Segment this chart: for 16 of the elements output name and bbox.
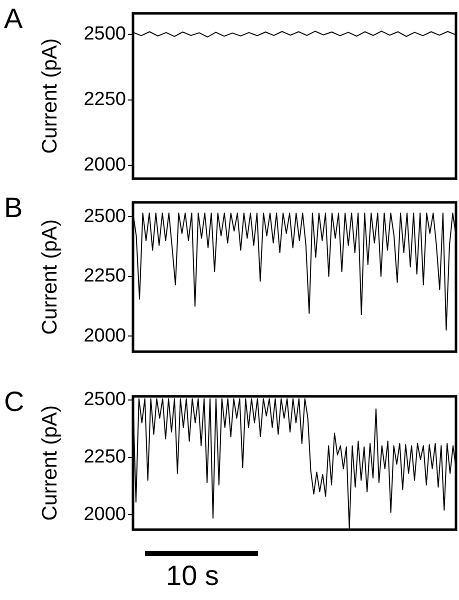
y-tick-label: 2000 (84, 504, 126, 525)
y-axis-title: Current (pA) (38, 219, 62, 335)
chart-title: B (4, 192, 23, 224)
y-axis-title: Current (pA) (38, 405, 62, 521)
y-tick-label: 2500 (84, 206, 126, 227)
y-tick-label: 2000 (84, 154, 126, 176)
y-tick-label: 2250 (84, 89, 126, 110)
chart-title: C (4, 386, 24, 418)
y-tick-label: 2000 (84, 325, 126, 346)
chart-title: A (4, 3, 23, 35)
y-tick-label: 2250 (84, 266, 126, 287)
y-tick-label: 2500 (84, 24, 126, 45)
text: 10 s (166, 560, 219, 592)
y-tick-label: 2500 (84, 389, 126, 410)
y-tick-label: 2250 (84, 446, 126, 468)
y-axis-title: Current (pA) (38, 38, 62, 154)
